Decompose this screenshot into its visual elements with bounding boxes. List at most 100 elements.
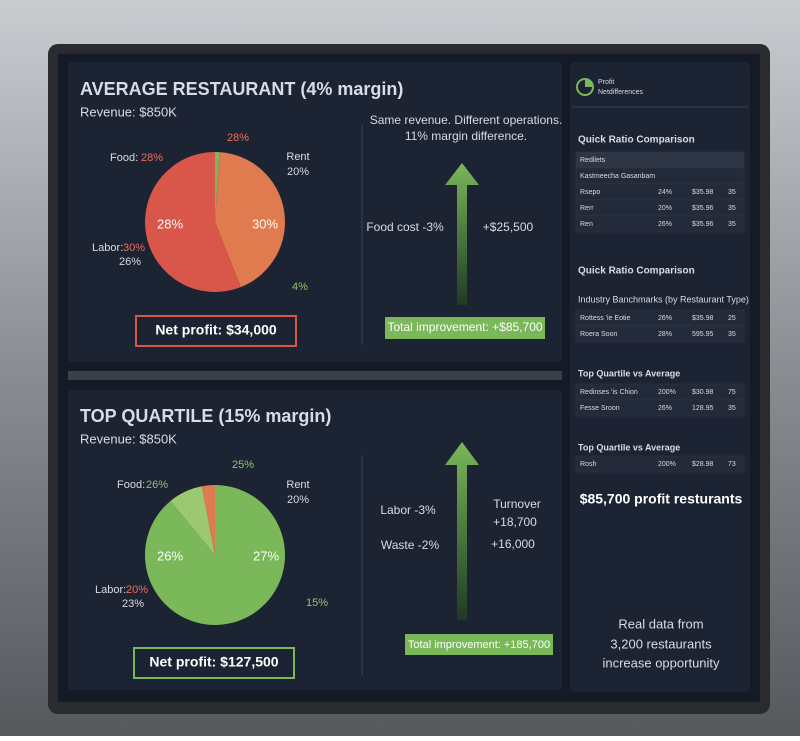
total: Total improvement: +185,700 (408, 639, 550, 651)
arrow-label: Labor -3% (380, 503, 436, 517)
highlight: $85,700 profit resturants (580, 491, 743, 507)
arrow-label: +$25,500 (483, 220, 534, 234)
table-cell: Rsepo (580, 189, 600, 196)
table-cell: $28.98 (692, 461, 714, 468)
pie-label: 26% (157, 548, 183, 563)
net-profit: Net profit: $34,000 (155, 322, 277, 338)
table-row (575, 399, 745, 417)
table-cell: Rerr (580, 205, 594, 212)
pie-slice (215, 152, 285, 288)
pie-label: 28% (141, 152, 163, 164)
total: Total improvement: +$85,700 (387, 320, 542, 334)
table-row (575, 215, 745, 233)
table-cell: 75 (728, 389, 736, 396)
net-profit-box (135, 315, 297, 347)
pie-label: 27% (253, 548, 279, 563)
table-cell: 25 (728, 315, 736, 322)
brand-icon (585, 79, 593, 87)
arrow-label: +16,000 (491, 537, 535, 551)
table-cell: $35.96 (692, 205, 714, 212)
table-cell: $30.98 (692, 389, 714, 396)
total-box (385, 317, 545, 339)
revenue: Revenue: $850K (80, 104, 177, 119)
table-cell: 35 (728, 221, 736, 228)
table-cell: 200% (658, 389, 676, 396)
section-heading: Quick Ratio Comparison (578, 135, 695, 146)
total-box (405, 634, 553, 655)
pie-label: 26% (119, 256, 141, 268)
section-heading: Quick Ratio Comparison (578, 266, 695, 277)
pie-label: Labor: (92, 242, 123, 254)
section-heading: Top Quartile vs Average (578, 368, 680, 378)
pie-label: 4% (292, 281, 308, 293)
pie-label: Food: (110, 152, 138, 164)
pie-slice (170, 486, 215, 555)
table-cell: Redilets (580, 157, 606, 164)
table-row (575, 325, 745, 343)
pie-label: 20% (287, 494, 309, 506)
brand: Profit (598, 79, 614, 86)
table-cell: Fesse Sroon (580, 405, 620, 412)
pie-slice (201, 485, 215, 555)
net-profit-box (133, 647, 295, 679)
table-cell: 28% (658, 331, 672, 338)
pie-slice (144, 152, 241, 293)
table-cell: 26% (658, 315, 672, 322)
arrow-label: +18,700 (493, 515, 537, 529)
table-cell: Rottess 'ie Eotie (580, 315, 630, 322)
table-cell: 35 (728, 189, 736, 196)
pie-label: Rent (286, 151, 309, 163)
net-profit: Net profit: $127,500 (149, 654, 278, 670)
table-cell: 128.95 (692, 405, 714, 412)
pie-label: 15% (306, 597, 328, 609)
arrow-label: Food cost -3% (366, 220, 444, 234)
table-cell: $35.96 (692, 221, 714, 228)
table-cell: 20% (658, 205, 672, 212)
table-cell: Ren (580, 221, 593, 228)
table-cell: 24% (658, 189, 672, 196)
section-heading: Industry Banchmarks (by Restaurant Type) (578, 294, 749, 304)
table-cell: $35.98 (692, 189, 714, 196)
arrow (445, 163, 479, 305)
table-cell: 35 (728, 205, 736, 212)
panel-title: TOP QUARTILE (15% margin) (80, 406, 331, 426)
footer: Real data from (618, 616, 703, 631)
arrow-label: Waste -2% (381, 538, 440, 552)
headline: 11% margin difference. (405, 129, 527, 143)
table-cell: 73 (728, 461, 736, 468)
separator (68, 371, 562, 380)
table-cell: 26% (658, 221, 672, 228)
table-cell: 35 (728, 331, 736, 338)
revenue: Revenue: $850K (80, 431, 177, 446)
pie-slice (145, 485, 286, 625)
pie-label: Rent (286, 479, 309, 491)
table-cell: $35.98 (692, 315, 714, 322)
footer: 3,200 restaurants (610, 636, 712, 651)
pie-label: 23% (122, 598, 144, 610)
table-cell: Redinses 'is Chion (580, 389, 638, 396)
headline: Same revenue. Different operations. (370, 113, 563, 127)
brand: Netdifferences (598, 89, 644, 96)
pie-label: 28% (157, 216, 183, 231)
table-cell: 595.95 (692, 331, 714, 338)
table-cell: 26% (658, 405, 672, 412)
pie-label: 20% (287, 166, 309, 178)
arrow-label: Turnover (493, 497, 541, 511)
pie-label: 26% (146, 479, 168, 491)
pie-label: 30% (123, 242, 145, 254)
pie-label: 20% (126, 584, 148, 596)
table-cell: Rosh (580, 461, 596, 468)
pie-label: 25% (232, 459, 254, 471)
pie-label: 30% (252, 216, 278, 231)
table-cell: Roera Soon (580, 331, 617, 338)
pie-slice (215, 152, 220, 222)
table-cell: Kastmeecha Gasanbam (580, 173, 655, 180)
table-row (575, 455, 745, 473)
pie-label: 28% (227, 132, 249, 144)
pie-label: Labor: (95, 584, 126, 596)
table-cell: 200% (658, 461, 676, 468)
section-heading: Top Quartile vs Average (578, 442, 680, 452)
arrow (445, 442, 479, 620)
